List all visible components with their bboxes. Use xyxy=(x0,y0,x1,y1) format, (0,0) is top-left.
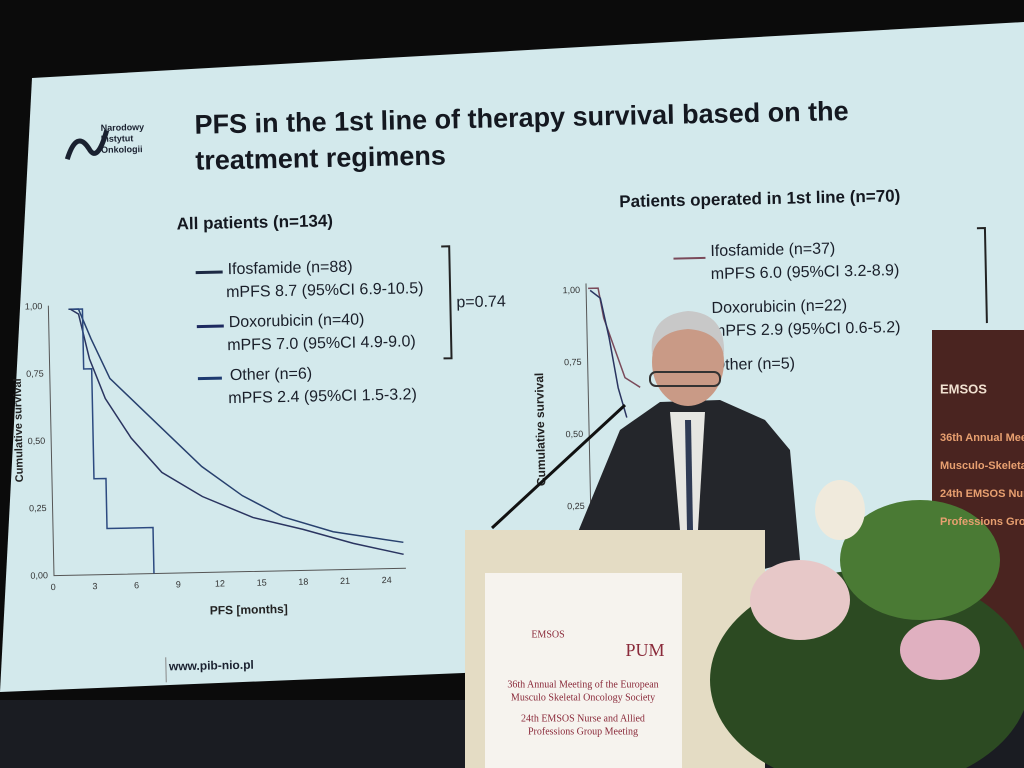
x-tick-label: 12 xyxy=(215,578,225,588)
legend-name: Doxorubicin (n=40) xyxy=(229,311,365,331)
x-tick-label: 24 xyxy=(382,575,392,585)
banner-text: 36th Annual Meeting xyxy=(940,432,1024,444)
curve xyxy=(68,308,404,544)
y-axis-label: Cumulative survival xyxy=(532,373,548,487)
axis xyxy=(47,305,406,577)
legend-swatch xyxy=(673,256,706,260)
bracket xyxy=(441,245,453,360)
flowers xyxy=(710,480,1024,768)
podium-text: Musculo Skeletal Oncology Society xyxy=(511,692,655,703)
x-axis-label: PFS [months] xyxy=(210,602,288,618)
legend-swatch xyxy=(196,324,224,329)
x-tick-label: 21 xyxy=(340,576,350,586)
x-tick-label: 15 xyxy=(257,578,267,588)
legend-name: Ifosfamide (n=88) xyxy=(227,259,352,279)
podium-text: 24th EMSOS Nurse and Allied xyxy=(521,713,645,724)
podium xyxy=(465,530,765,768)
x-tick-label: 3 xyxy=(92,581,97,591)
y-tick-label: 0,50 xyxy=(566,429,584,439)
y-tick-label: 0,50 xyxy=(28,436,46,446)
x-tick-label: 0 xyxy=(51,582,56,592)
podium-logo: EMSOS xyxy=(531,629,564,640)
y-tick-label: 0,00 xyxy=(30,570,48,580)
divider xyxy=(165,657,167,683)
y-axis-label: Cumulative survival xyxy=(12,378,26,482)
x-tick-label: 9 xyxy=(176,579,181,589)
panel-heading: All patients (n=134) xyxy=(176,211,333,233)
banner-text: Musculo-Skeletal O xyxy=(940,460,1024,472)
curve xyxy=(589,289,628,418)
legend-swatch xyxy=(195,270,223,275)
p-value: p=0.74 xyxy=(456,293,506,311)
website: www.pib-nio.pl xyxy=(168,658,254,674)
x-tick-label: 6 xyxy=(134,580,139,590)
curve xyxy=(588,287,641,388)
banner-text: 24th EMSOS Nurs xyxy=(940,488,1024,500)
slide-title: treatment regimens xyxy=(195,140,446,175)
curve xyxy=(70,308,404,556)
y-tick-label: 1,00 xyxy=(25,301,43,311)
logo-text: Narodowy xyxy=(101,122,145,133)
podium-text: Professions Group Meeting xyxy=(528,726,638,737)
legend-detail: mPFS 8.7 (95%CI 6.9-10.5) xyxy=(226,280,424,301)
legend-detail: mPFS 2.4 (95%CI 1.5-3.2) xyxy=(228,386,417,407)
y-tick-label: 0,75 xyxy=(564,357,582,367)
speaker xyxy=(490,311,800,570)
banner-text: EMSOS xyxy=(940,381,987,396)
logo xyxy=(64,129,110,161)
legend-name: Doxorubicin (n=22) xyxy=(711,297,847,317)
y-tick-label: 0,25 xyxy=(29,503,47,513)
legend-swatch xyxy=(197,376,222,381)
bracket xyxy=(976,227,988,324)
axis xyxy=(585,283,592,519)
y-tick-label: 1,00 xyxy=(562,285,580,295)
legend-name: Ifosfamide (n=37) xyxy=(710,240,835,260)
y-tick-label: 0,75 xyxy=(26,368,44,378)
curve xyxy=(72,308,155,574)
legend-detail: mPFS 7.0 (95%CI 4.9-9.0) xyxy=(227,333,416,354)
y-tick-label: 0,25 xyxy=(567,501,585,511)
legend-name: Other (n=5) xyxy=(713,355,796,374)
podium-logo: PUM xyxy=(625,640,664,660)
logo-text: Instytut xyxy=(101,133,134,144)
x-tick-label: 18 xyxy=(298,577,308,587)
legend-name: Other (n=6) xyxy=(230,365,313,384)
legend-detail: mPFS 6.0 (95%CI 3.2-8.9) xyxy=(711,262,900,283)
podium-text: 36th Annual Meeting of the European xyxy=(507,679,658,690)
banner-text: Professions Grou xyxy=(940,516,1024,528)
logo-text: Onkologii xyxy=(101,144,143,155)
legend-detail: mPFS 2.9 (95%CI 0.6-5.2) xyxy=(712,319,901,340)
